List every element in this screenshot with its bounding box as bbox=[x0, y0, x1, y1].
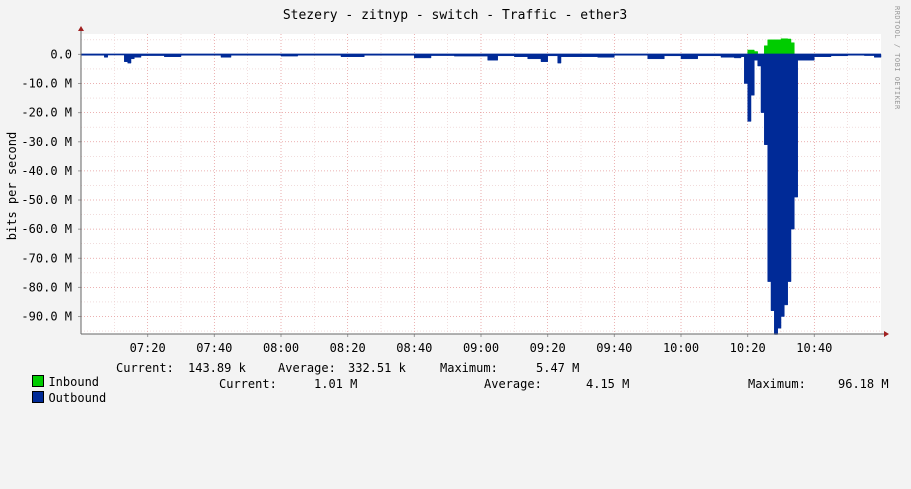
y-tick-label: 0.0 bbox=[50, 47, 72, 61]
x-tick-label: 08:20 bbox=[330, 341, 366, 355]
legend-inbound: Inbound Current: 143.89 k Average: 332.5… bbox=[18, 361, 579, 389]
outbound-average-label: Average: bbox=[484, 377, 542, 391]
y-tick-label: -40.0 M bbox=[21, 164, 72, 178]
series-layer bbox=[80, 38, 882, 335]
outbound-swatch bbox=[32, 391, 45, 403]
x-tick-label: 08:00 bbox=[263, 341, 299, 355]
x-tick-label: 07:40 bbox=[196, 341, 232, 355]
y-tick-label: -30.0 M bbox=[21, 135, 72, 149]
inbound-current-label: Current: bbox=[116, 361, 174, 375]
y-tick-label: -50.0 M bbox=[21, 193, 72, 207]
inbound-swatch bbox=[32, 375, 45, 387]
x-tick-label: 09:00 bbox=[463, 341, 499, 355]
outbound-current-label: Current: bbox=[219, 377, 277, 391]
y-axis-label: bits per second bbox=[5, 132, 19, 240]
outbound-current: 1.01 M bbox=[314, 377, 358, 391]
inbound-current: 143.89 k bbox=[188, 361, 246, 375]
outbound-maximum: 96.18 M bbox=[838, 377, 889, 391]
y-tick-label: -20.0 M bbox=[21, 106, 72, 120]
y-tick-label: -10.0 M bbox=[21, 77, 72, 91]
x-tick-label: 07:20 bbox=[130, 341, 166, 355]
legend-outbound: Outbound Current: 1.01 M Average: 4.15 M… bbox=[18, 377, 889, 405]
y-tick-label: -60.0 M bbox=[21, 222, 72, 236]
x-tick-label: 10:20 bbox=[730, 341, 766, 355]
traffic-chart: Stezery - zitnyp - switch - Traffic - et… bbox=[5, 8, 889, 355]
outbound-average: 4.15 M bbox=[586, 377, 630, 391]
y-tick-label: -70.0 M bbox=[21, 251, 72, 265]
inbound-average-label: Average: bbox=[278, 361, 336, 375]
y-axis-arrow bbox=[78, 26, 84, 31]
y-tick-labels: 0.0 -10.0 M -20.0 M -30.0 M -40.0 M -50.0 M -6… bbox=[21, 47, 72, 323]
attribution-text: RRDTOOL / TOBI OETIKER bbox=[893, 6, 901, 110]
outbound-name: Outbound bbox=[48, 391, 107, 405]
inbound-name: Inbound bbox=[48, 375, 100, 389]
x-tick-labels: 07:20 07:40 08:00 08:20 08:40 09:00 09:20 09:40… bbox=[130, 341, 833, 355]
y-tick-label: -90.0 M bbox=[21, 310, 72, 324]
x-tick-label: 08:40 bbox=[396, 341, 432, 355]
chart-title: Stezery - zitnyp - switch - Traffic - et… bbox=[283, 8, 627, 23]
x-tick-label: 10:00 bbox=[663, 341, 699, 355]
y-tick-label: -80.0 M bbox=[21, 280, 72, 294]
x-tick-label: 09:20 bbox=[530, 341, 566, 355]
series-area-outbound bbox=[80, 54, 882, 335]
axes bbox=[78, 26, 889, 337]
x-tick-label: 09:40 bbox=[596, 341, 632, 355]
outbound-maximum-label: Maximum: bbox=[748, 377, 806, 391]
inbound-maximum-label: Maximum: bbox=[440, 361, 498, 375]
series-area-inbound bbox=[741, 38, 795, 55]
x-axis-arrow bbox=[884, 331, 889, 337]
inbound-maximum: 5.47 M bbox=[536, 361, 580, 375]
inbound-average: 332.51 k bbox=[348, 361, 406, 375]
x-tick-label: 10:40 bbox=[796, 341, 832, 355]
